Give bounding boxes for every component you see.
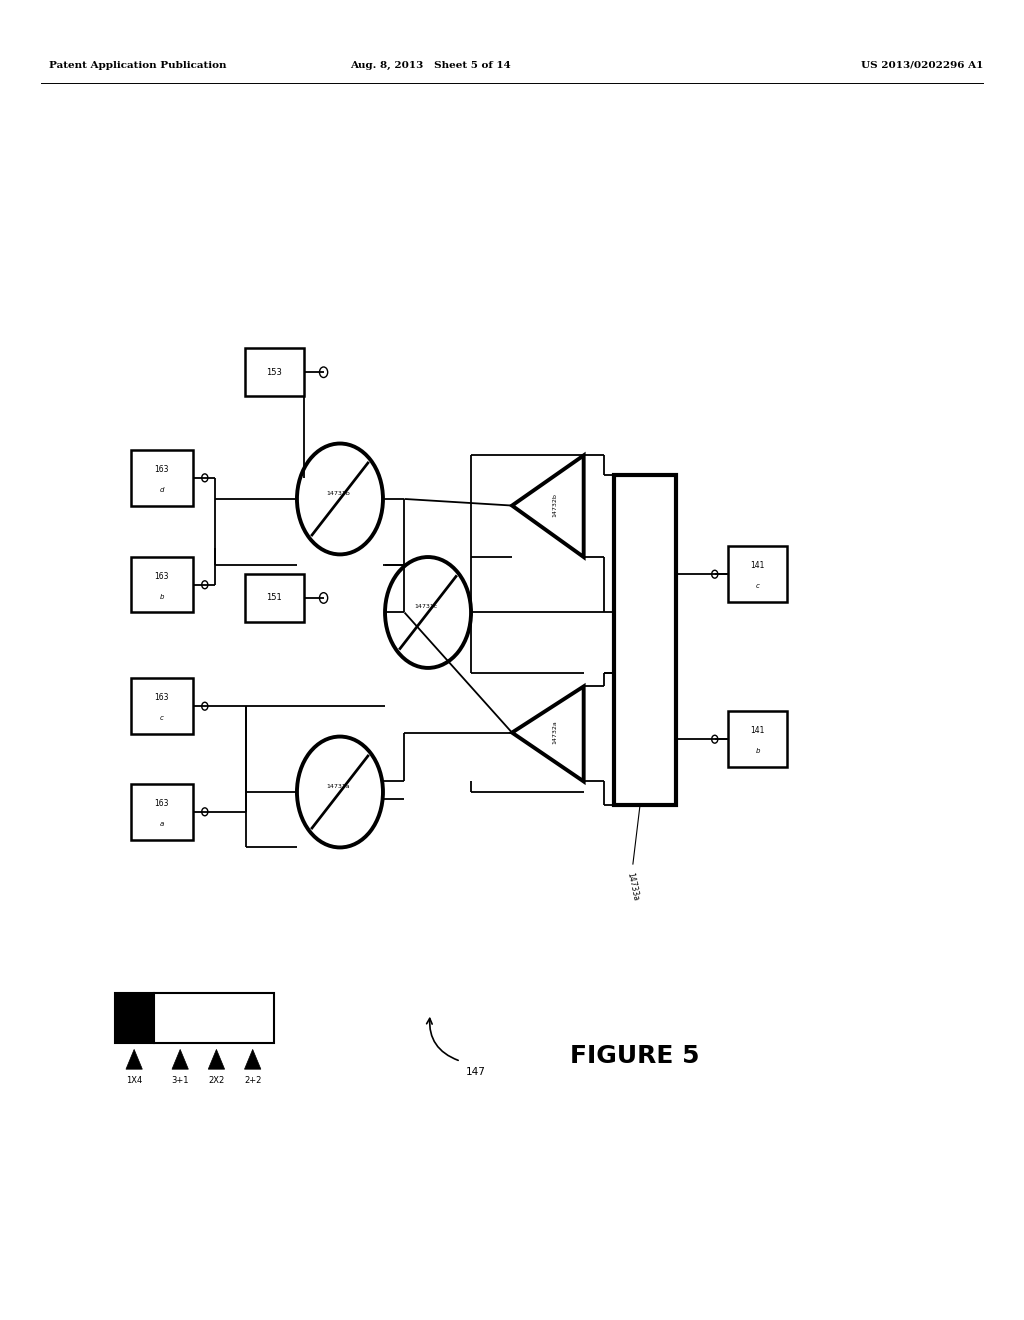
Text: 163: 163 xyxy=(155,465,169,474)
Text: 141: 141 xyxy=(751,561,765,570)
Text: FIGURE 5: FIGURE 5 xyxy=(570,1044,699,1068)
FancyBboxPatch shape xyxy=(154,993,274,1043)
Text: 141: 141 xyxy=(751,726,765,735)
Text: 14732b: 14732b xyxy=(553,494,557,517)
FancyBboxPatch shape xyxy=(115,993,154,1043)
Text: 147: 147 xyxy=(466,1067,485,1077)
Polygon shape xyxy=(126,1049,142,1069)
Polygon shape xyxy=(245,1049,261,1069)
Text: b: b xyxy=(160,594,164,601)
Text: Patent Application Publication: Patent Application Publication xyxy=(49,61,226,70)
FancyBboxPatch shape xyxy=(728,711,787,767)
Text: 163: 163 xyxy=(155,693,169,702)
Text: a: a xyxy=(160,821,164,828)
Text: 14732a: 14732a xyxy=(553,721,557,744)
Text: b: b xyxy=(756,748,760,755)
Text: US 2013/0202296 A1: US 2013/0202296 A1 xyxy=(860,61,983,70)
Text: 1X4: 1X4 xyxy=(126,1076,142,1085)
FancyBboxPatch shape xyxy=(245,348,304,396)
Text: c: c xyxy=(756,583,760,590)
Polygon shape xyxy=(208,1049,224,1069)
FancyBboxPatch shape xyxy=(131,784,193,840)
Text: Aug. 8, 2013   Sheet 5 of 14: Aug. 8, 2013 Sheet 5 of 14 xyxy=(350,61,510,70)
Text: 151: 151 xyxy=(266,594,283,602)
Text: 153: 153 xyxy=(266,368,283,376)
Text: 3+1: 3+1 xyxy=(171,1076,189,1085)
Text: 2+2: 2+2 xyxy=(244,1076,261,1085)
Text: 163: 163 xyxy=(155,799,169,808)
Text: c: c xyxy=(160,715,164,722)
Polygon shape xyxy=(172,1049,188,1069)
FancyBboxPatch shape xyxy=(614,475,676,805)
FancyBboxPatch shape xyxy=(131,678,193,734)
Text: 14731c: 14731c xyxy=(415,605,437,610)
FancyBboxPatch shape xyxy=(728,546,787,602)
Text: 2X2: 2X2 xyxy=(208,1076,224,1085)
FancyBboxPatch shape xyxy=(245,574,304,622)
Text: d: d xyxy=(160,487,164,494)
Text: 14731b: 14731b xyxy=(326,491,349,496)
FancyBboxPatch shape xyxy=(131,450,193,506)
FancyBboxPatch shape xyxy=(131,557,193,612)
Text: 14733a: 14733a xyxy=(626,871,640,902)
Text: 163: 163 xyxy=(155,572,169,581)
Text: 14731a: 14731a xyxy=(326,784,349,789)
